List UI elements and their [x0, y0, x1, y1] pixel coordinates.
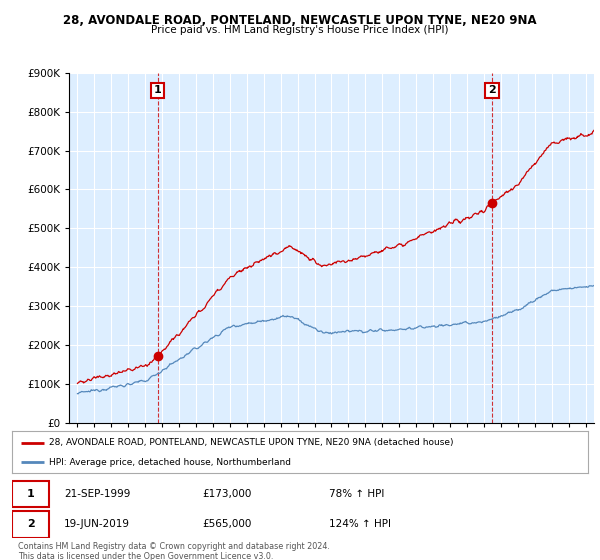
Text: 21-SEP-1999: 21-SEP-1999 [64, 489, 130, 499]
Text: 2: 2 [488, 85, 496, 95]
Text: 1: 1 [27, 489, 35, 499]
Text: £565,000: £565,000 [202, 519, 251, 529]
FancyBboxPatch shape [12, 480, 49, 507]
Text: 2: 2 [27, 519, 35, 529]
Text: 1: 1 [154, 85, 161, 95]
Text: 28, AVONDALE ROAD, PONTELAND, NEWCASTLE UPON TYNE, NE20 9NA (detached house): 28, AVONDALE ROAD, PONTELAND, NEWCASTLE … [49, 438, 454, 447]
Text: 19-JUN-2019: 19-JUN-2019 [64, 519, 130, 529]
Text: Price paid vs. HM Land Registry's House Price Index (HPI): Price paid vs. HM Land Registry's House … [151, 25, 449, 35]
Text: Contains HM Land Registry data © Crown copyright and database right 2024.
This d: Contains HM Land Registry data © Crown c… [18, 542, 330, 560]
Text: 78% ↑ HPI: 78% ↑ HPI [329, 489, 384, 499]
Text: HPI: Average price, detached house, Northumberland: HPI: Average price, detached house, Nort… [49, 458, 292, 467]
FancyBboxPatch shape [12, 511, 49, 538]
Text: £173,000: £173,000 [202, 489, 251, 499]
Text: 28, AVONDALE ROAD, PONTELAND, NEWCASTLE UPON TYNE, NE20 9NA: 28, AVONDALE ROAD, PONTELAND, NEWCASTLE … [63, 14, 537, 27]
Text: 124% ↑ HPI: 124% ↑ HPI [329, 519, 391, 529]
